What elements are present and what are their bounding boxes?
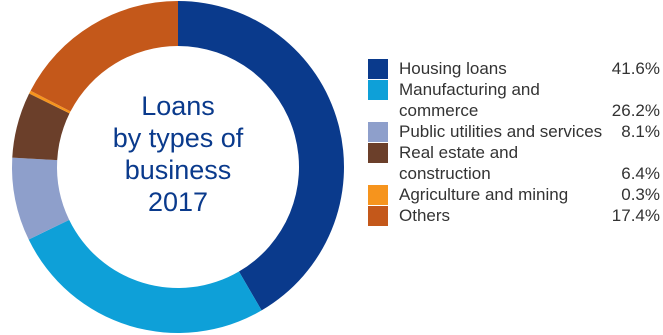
legend: Housing loans 41.6% Manufacturing and co…	[368, 58, 660, 226]
legend-value: 8.1%	[621, 122, 660, 141]
legend-item-manufacturing: Manufacturing and commerce 26.2%	[368, 79, 660, 121]
legend-label: Agriculture and mining	[399, 185, 569, 204]
legend-swatch-real-estate	[368, 143, 388, 163]
legend-value: 26.2%	[611, 101, 660, 120]
legend-label: Real estate and construction	[399, 143, 519, 183]
donut-slice-real-estate-and-construction	[12, 93, 70, 161]
legend-label: Manufacturing and commerce	[399, 80, 540, 120]
legend-swatch-manufacturing	[368, 80, 388, 100]
legend-item-housing-loans: Housing loans 41.6%	[368, 58, 660, 79]
legend-label: Others	[399, 206, 451, 225]
legend-swatch-housing-loans	[368, 59, 388, 79]
donut-slice-housing-loans	[178, 1, 344, 311]
legend-swatch-others	[368, 206, 388, 226]
legend-item-others: Others 17.4%	[368, 205, 660, 226]
chart-title-line-1: Loans	[141, 91, 215, 121]
legend-value: 6.4%	[621, 164, 660, 183]
chart-title-line-4: 2017	[147, 187, 209, 217]
donut-slice-manufacturing-and-commerce	[28, 219, 262, 333]
legend-item-public-utilities: Public utilities and services 8.1%	[368, 121, 660, 142]
legend-swatch-public-utilities	[368, 122, 388, 142]
donut-slice-public-utilities-and-services	[11, 157, 70, 240]
legend-item-real-estate: Real estate and construction 6.4%	[368, 142, 660, 184]
legend-swatch-agriculture	[368, 185, 388, 205]
legend-label: Public utilities and services	[399, 122, 603, 141]
donut-slice-others	[30, 1, 178, 112]
chart-title-line-3: business	[124, 155, 232, 185]
legend-label: Housing loans	[399, 59, 507, 78]
legend-value: 0.3%	[621, 185, 660, 204]
donut-slice-agriculture-and-mining	[29, 90, 71, 114]
chart-title: Loans by types of business 2017	[63, 90, 293, 218]
legend-value: 17.4%	[611, 206, 660, 225]
chart-title-line-2: by types of	[112, 123, 244, 153]
legend-item-agriculture: Agriculture and mining 0.3%	[368, 184, 660, 205]
legend-value: 41.6%	[611, 59, 660, 78]
